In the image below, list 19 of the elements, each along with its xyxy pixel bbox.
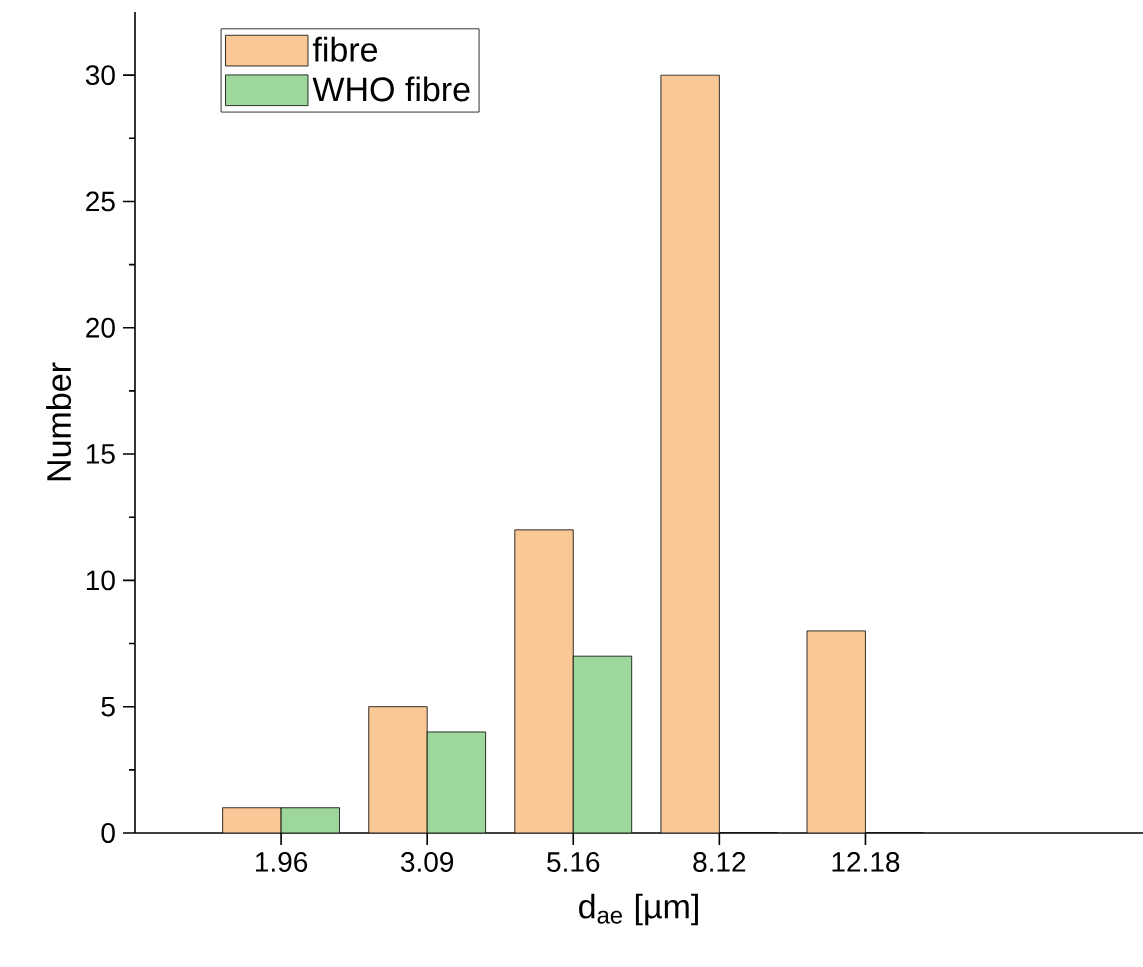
y-tick-label: 20	[86, 317, 115, 338]
y-tick-label: 25	[86, 191, 115, 212]
x-axis-title: d$_{ae}$ [µm]	[579, 893, 698, 926]
x-tick-label: 8.12	[693, 852, 746, 872]
y-tick-label: 5	[101, 696, 115, 717]
x-tick-label: 5.16	[547, 852, 600, 872]
legend-label: fibre	[312, 36, 378, 62]
legend-label: WHO fibre	[312, 76, 470, 102]
x-tick-label: 1.96	[255, 852, 308, 872]
y-tick-label: 30	[85, 65, 115, 86]
bar	[426, 731, 487, 833]
x-tick-label: 12.18	[832, 852, 900, 872]
bar	[280, 807, 340, 833]
y-tick-label: 15	[86, 444, 115, 464]
y-axis-title: Number	[46, 362, 72, 481]
bar	[572, 655, 633, 833]
y-tick-label: 0	[101, 823, 115, 843]
y-tick-label: 10	[86, 570, 115, 591]
x-tick-label: 3.09	[400, 852, 454, 872]
